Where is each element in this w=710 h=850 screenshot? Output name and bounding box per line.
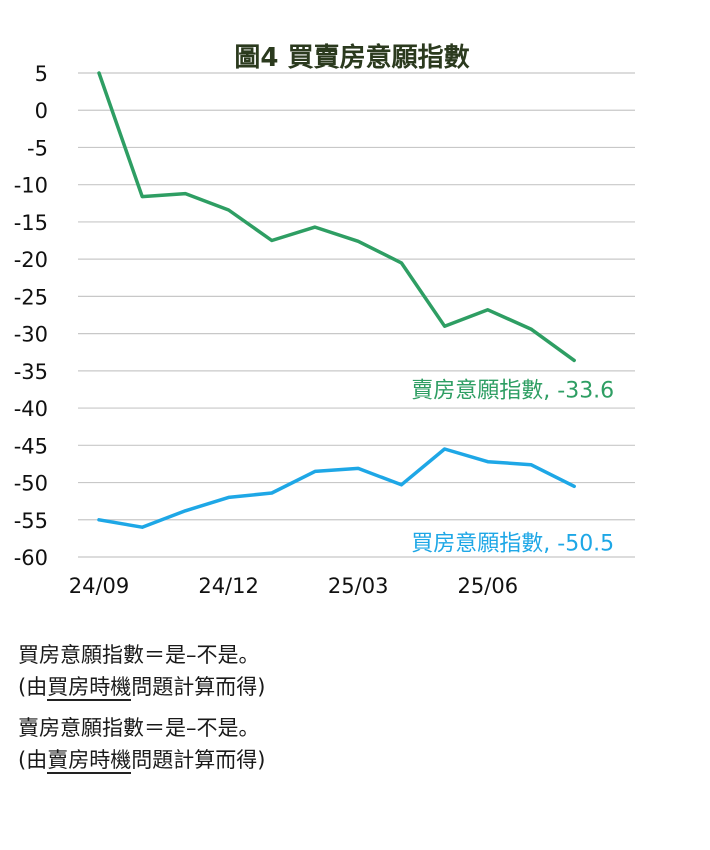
sell-formula: 賣房意願指數＝是–不是。 bbox=[18, 716, 260, 740]
buy-source-prefix: (由 bbox=[18, 674, 48, 699]
y-tick-label: 0 bbox=[35, 99, 48, 123]
series-end-label: 買房意願指數, -50.5 bbox=[411, 531, 614, 556]
series-line-1 bbox=[97, 447, 576, 529]
sell-source: (由賣房時機問題計算而得) bbox=[18, 745, 265, 777]
y-tick-label: -50 bbox=[14, 472, 48, 496]
y-tick-label: -45 bbox=[14, 434, 48, 458]
series-end-label: 賣房意願指數, -33.6 bbox=[411, 378, 614, 403]
series-line-0 bbox=[97, 71, 576, 363]
x-tick-label: 24/12 bbox=[198, 574, 259, 598]
series-lines: 賣房意願指數, -33.6 買房意願指數, -50.5 bbox=[97, 71, 614, 556]
chart: 圖4 買賣房意願指數 5 0 -5 -10 -15 -20 -25 -30 -35 -40 -45 -… bbox=[14, 42, 635, 598]
sell-source-underlined: 賣房時機 bbox=[47, 747, 132, 774]
y-tick-label: -40 bbox=[14, 397, 48, 421]
buy-formula: 買房意願指數＝是–不是。 bbox=[18, 643, 260, 667]
y-tick-label: -10 bbox=[14, 174, 48, 198]
y-tick-label: -60 bbox=[14, 546, 48, 570]
y-tick-label: -5 bbox=[27, 136, 48, 160]
y-axis-ticks: 5 0 -5 -10 -15 -20 -25 -30 -35 -40 -45 -50 -55 -60 bbox=[14, 62, 48, 570]
grid-lines bbox=[78, 72, 635, 558]
y-tick-label: -55 bbox=[14, 509, 48, 533]
buy-note: 買房意願指數＝是–不是。 (由買房時機問題計算而得) bbox=[18, 640, 265, 703]
y-tick-label: 5 bbox=[35, 62, 48, 86]
x-tick-label: 24/09 bbox=[69, 574, 130, 598]
x-tick-label: 25/03 bbox=[328, 574, 389, 598]
y-tick-label: -30 bbox=[14, 323, 48, 347]
chart-title: 圖4 買賣房意願指數 bbox=[234, 42, 469, 73]
x-axis-ticks: 24/09 24/12 25/03 25/06 bbox=[69, 574, 518, 598]
buy-source-suffix: 問題計算而得) bbox=[131, 674, 266, 699]
sell-note: 賣房意願指數＝是–不是。 (由賣房時機問題計算而得) bbox=[18, 713, 265, 776]
buy-source: (由買房時機問題計算而得) bbox=[18, 672, 265, 704]
footnotes: 買房意願指數＝是–不是。 (由買房時機問題計算而得) 賣房意願指數＝是–不是。 … bbox=[18, 640, 265, 786]
y-tick-label: -35 bbox=[14, 360, 48, 384]
y-tick-label: -25 bbox=[14, 285, 48, 309]
buy-source-underlined: 買房時機 bbox=[47, 674, 132, 701]
sell-source-suffix: 問題計算而得) bbox=[131, 747, 266, 772]
sell-source-prefix: (由 bbox=[18, 747, 48, 772]
y-tick-label: -15 bbox=[14, 211, 48, 235]
x-tick-label: 25/06 bbox=[458, 574, 519, 598]
y-tick-label: -20 bbox=[14, 248, 48, 272]
